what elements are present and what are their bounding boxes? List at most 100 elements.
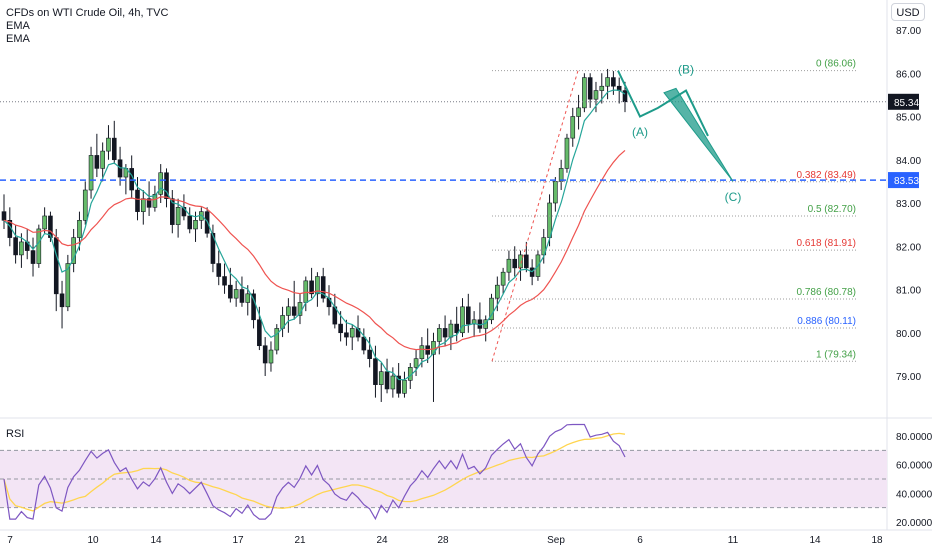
candle [489,293,494,325]
time-tick: 10 [87,535,99,546]
candle [222,263,227,294]
candle-body [460,306,465,334]
currency-button[interactable]: USD [891,3,925,21]
candle [88,146,94,199]
candle [187,207,193,234]
candle-body [222,276,227,286]
wave-path [617,70,709,137]
candle-body [500,271,506,286]
candle-body [512,258,518,269]
candle [53,228,59,312]
fib-level-label: 0.786 (80.78) [797,287,857,298]
candle-body [361,336,367,351]
candle [442,315,448,346]
candle [82,181,88,225]
fib-level-label: 0.618 (81.91) [797,238,857,249]
candle-body [228,284,233,299]
candle-body [181,207,187,217]
candle-body [175,207,181,225]
candle-body [245,293,251,303]
candle-body [582,77,587,109]
candle-body [170,198,175,225]
candle [413,350,419,376]
candle-body [622,90,628,103]
candle [460,298,465,338]
candle-body [187,215,193,230]
candle [239,276,245,307]
candle [152,185,158,212]
candle [280,306,285,338]
candle [448,319,454,351]
candles-group [1,68,628,402]
candle-body [135,189,140,212]
current-price-text: 85.34 [894,98,919,109]
candle [431,332,436,402]
candle-body [30,250,36,264]
candle-body [564,137,570,169]
candle-body [448,323,454,338]
candle [94,133,100,178]
candle-body [164,172,169,199]
candle-body [518,254,523,269]
fib-level-label: 0 (86.06) [816,59,856,70]
candle [373,345,378,398]
candle [367,337,372,368]
ema-fast-label[interactable]: EMA [6,20,30,32]
rsi-tick: 60.0000 [896,461,932,472]
candle-body [506,258,512,273]
symbol-title[interactable]: CFDs on WTI Crude Oil, 4h, TVC [6,7,169,19]
candle [291,280,297,320]
candle-body [593,90,599,100]
candle-body [442,328,448,338]
candle [1,194,7,229]
candle-body [106,137,111,152]
candle [582,73,587,113]
candle-body [303,280,309,303]
ema-slow-label[interactable]: EMA [6,33,30,45]
candle-body [320,276,326,299]
candle-body [524,254,529,269]
candle-body [100,150,105,169]
candle-body [210,232,216,264]
candle [558,159,564,191]
price-tick: 80.00 [896,329,921,340]
candle [309,267,314,299]
candle [181,194,187,221]
price-tick: 83.00 [896,199,921,210]
candle-body [233,289,239,299]
time-tick: 14 [150,535,162,546]
candle [477,302,483,333]
candle-body [274,328,280,351]
candle-body [48,215,53,238]
candle-body [1,211,7,221]
ema-fast-line [3,89,626,381]
candle [402,371,407,398]
candle-body [576,107,581,117]
candle [268,341,274,372]
candle [286,298,291,333]
candle-body [42,215,47,230]
time-tick: 17 [232,535,244,546]
time-tick: 14 [809,535,821,546]
rsi-tick: 20.0000 [896,518,932,529]
ema-slow-line [3,149,626,351]
candle-body [158,172,164,195]
candle [135,177,140,221]
candle-body [344,332,349,338]
wave-label: (A) [632,125,648,139]
candle [251,289,256,329]
fib-level-label: 0.886 (80.11) [797,316,856,327]
candle-body [570,116,576,139]
candle [210,224,216,273]
rsi-label[interactable]: RSI [6,428,25,440]
candle [512,246,518,277]
candle-body [13,237,18,256]
candle [19,233,24,268]
candle-body [94,155,100,169]
candle-body [599,85,605,91]
candle-body [495,284,500,299]
candle-body [77,220,82,238]
candle [146,181,152,216]
candle-body [239,289,245,303]
